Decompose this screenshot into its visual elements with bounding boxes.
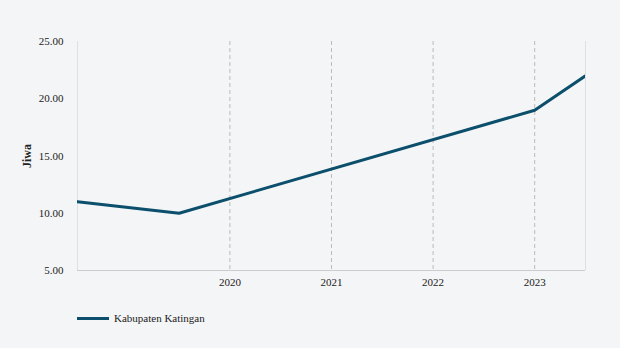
svg-text:15.00: 15.00 (39, 150, 64, 162)
svg-text:2022: 2022 (422, 276, 444, 288)
svg-text:25.00: 25.00 (39, 35, 64, 47)
svg-text:Jiwa: Jiwa (20, 144, 34, 168)
svg-text:2023: 2023 (524, 276, 547, 288)
html-text:Kabupaten Katingan: Kabupaten Katingan (114, 312, 205, 324)
svg-text:20.00: 20.00 (39, 92, 64, 104)
svg-text:10.00: 10.00 (39, 207, 64, 219)
svg-text:2021: 2021 (321, 276, 343, 288)
svg-text:2020: 2020 (219, 276, 242, 288)
svg-text:5.00: 5.00 (44, 264, 64, 276)
